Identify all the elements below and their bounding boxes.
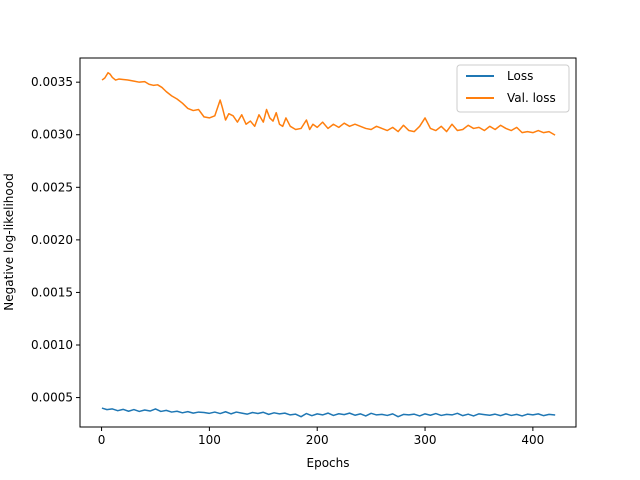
x-tick-label: 400 — [521, 433, 544, 447]
legend-label-loss: Loss — [507, 69, 533, 83]
y-tick-label: 0.0030 — [31, 128, 73, 142]
y-tick-label: 0.0015 — [31, 285, 73, 299]
y-tick-label: 0.0010 — [31, 338, 73, 352]
y-tick-label: 0.0035 — [31, 75, 73, 89]
x-axis-ticks: 0 100 200 300 400 — [98, 427, 544, 447]
legend: Loss Val. loss — [456, 64, 570, 113]
series-line-val-loss — [101, 71, 556, 136]
legend-label-val-loss: Val. loss — [507, 91, 556, 105]
y-axis-label: Negative log-likelihood — [2, 173, 16, 310]
x-tick-label: 0 — [98, 433, 106, 447]
series-layer — [101, 71, 556, 418]
y-tick-label: 0.0020 — [31, 233, 73, 247]
y-tick-label: 0.0025 — [31, 180, 73, 194]
x-tick-label: 100 — [198, 433, 221, 447]
x-axis-label: Epochs — [307, 456, 350, 470]
series-line-loss — [101, 407, 556, 418]
y-tick-label: 0.0005 — [31, 391, 73, 405]
x-tick-label: 300 — [414, 433, 437, 447]
x-tick-label: 200 — [306, 433, 329, 447]
plot-frame — [79, 57, 577, 428]
y-axis-ticks: 0.0005 0.0010 0.0015 0.0020 0.0025 0.0030 0.00… — [31, 75, 80, 405]
